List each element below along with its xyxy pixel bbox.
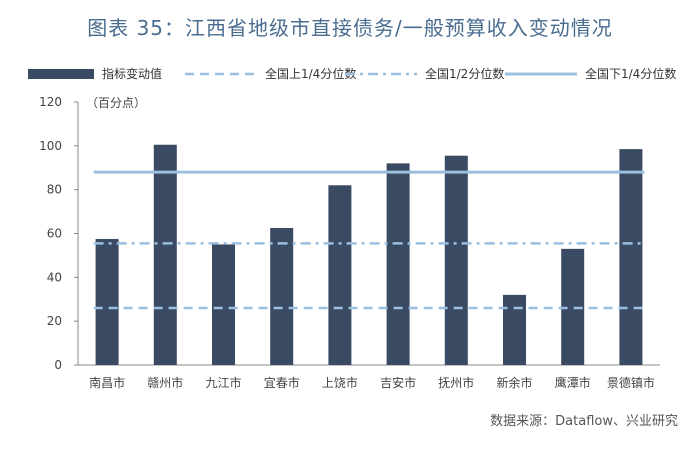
bar (328, 185, 352, 365)
x-tick-label: 南昌市 (89, 375, 125, 390)
bar (503, 294, 526, 365)
y-tick-label: 100 (39, 139, 62, 153)
y-unit-label: （百分点） (86, 96, 146, 110)
legend-label: 全国上1/4分位数 (265, 66, 356, 81)
y-tick-label: 60 (47, 227, 62, 241)
bar (386, 163, 410, 365)
reference-lines (93, 170, 645, 310)
bar (95, 238, 119, 365)
y-axis: 0 20 40 60 80 100 120 (39, 95, 79, 372)
source-note: 数据来源：Dataflow、兴业研究 (490, 414, 678, 429)
bar (561, 248, 585, 365)
legend-swatch (28, 69, 94, 79)
chart-title: 图表 35：江西省地级市直接债务/一般预算收入变动情况 (87, 16, 613, 40)
x-tick-label: 上饶市 (322, 375, 358, 390)
bar (619, 149, 643, 365)
x-tick-label: 赣州市 (147, 375, 183, 390)
bar (444, 155, 468, 365)
x-tick-label: 吉安市 (380, 375, 416, 390)
x-axis: 南昌市 赣州市 九江市 宜春市 上饶市 吉安市 抚州市 新余市 鹰潭市 景德镇市 (78, 364, 660, 390)
x-tick-label: 宜春市 (264, 375, 300, 390)
bars (95, 144, 643, 365)
bar (212, 244, 235, 365)
bar (153, 144, 177, 365)
y-tick-label: 20 (47, 314, 62, 328)
legend-label: 指标变动值 (102, 66, 162, 81)
x-tick-label: 景德镇市 (607, 375, 655, 390)
legend-label: 全国下1/4分位数 (585, 66, 676, 81)
x-tick-label: 鹰潭市 (555, 375, 591, 390)
y-tick-label: 120 (39, 95, 62, 109)
y-tick-label: 0 (54, 358, 62, 372)
bar (270, 228, 294, 365)
x-tick-label: 九江市 (205, 375, 241, 390)
legend-label: 全国1/2分位数 (425, 66, 504, 81)
x-tick-label: 抚州市 (438, 375, 474, 390)
y-tick-label: 40 (47, 270, 62, 284)
x-tick-label: 新余市 (496, 375, 532, 390)
legend: 指标变动值 全国上1/4分位数 全国1/2分位数 全国下1/4分位数 (28, 66, 676, 81)
y-tick-label: 80 (47, 183, 62, 197)
